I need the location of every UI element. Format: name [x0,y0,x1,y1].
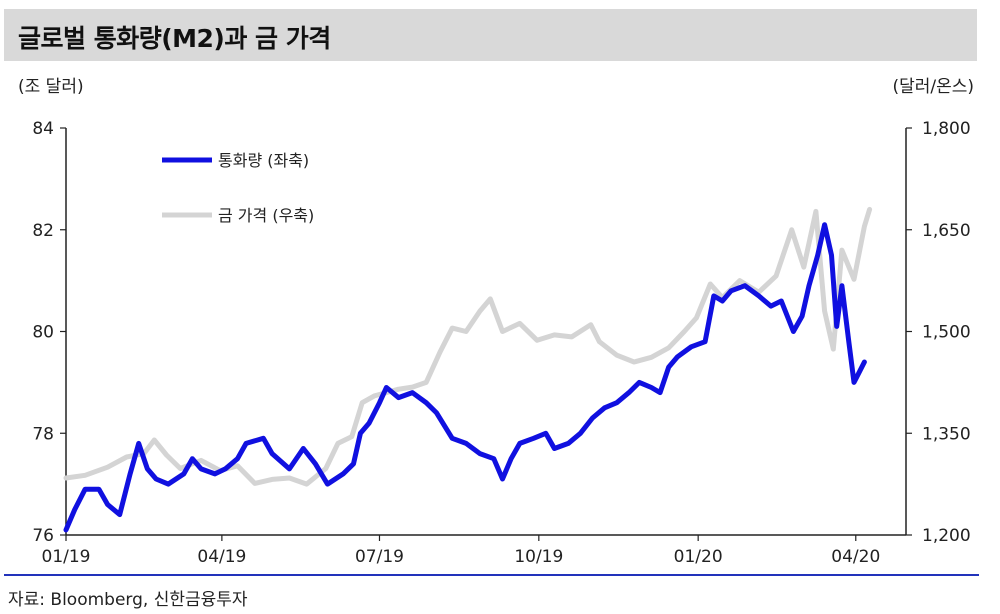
left-tick-label: 84 [32,119,54,139]
legend-label: 통화량 (좌축) [218,151,309,170]
x-tick-label: 01/20 [674,547,723,567]
x-tick-label: 04/20 [831,547,880,567]
left-axis-unit: (조 달러) [18,77,84,97]
right-tick-label: 1,800 [922,119,971,139]
x-tick-label: 01/19 [42,547,91,567]
right-tick-label: 1,200 [922,526,971,546]
x-tick-label: 07/19 [355,547,404,567]
right-tick-label: 1,650 [922,221,971,241]
title-bar: 글로벌 통화량(M2)과 금 가격 [4,9,977,61]
x-tick-label: 04/19 [197,547,246,567]
right-tick-label: 1,350 [922,424,971,444]
left-tick-label: 78 [32,424,54,444]
left-tick-label: 76 [32,526,54,546]
left-tick-label: 80 [32,323,54,343]
right-axis-unit: (달러/온스) [892,77,974,97]
x-tick-label: 10/19 [514,547,563,567]
legend-label: 금 가격 (우축) [218,206,314,225]
m2-series-line [63,222,867,533]
left-tick-label: 82 [32,221,54,241]
bottom-rule [4,574,979,576]
chart-title: 글로벌 통화량(M2)과 금 가격 [18,24,331,53]
right-tick-label: 1,500 [922,323,971,343]
source-note: 자료: Bloomberg, 신한금융투자 [8,590,248,610]
